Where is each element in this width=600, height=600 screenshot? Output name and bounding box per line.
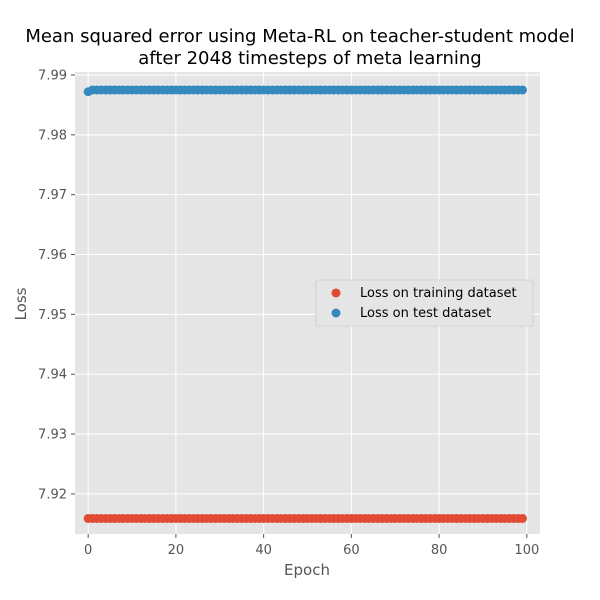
x-tick-label: 80 [431, 543, 448, 558]
y-tick-label: 7.94 [38, 368, 67, 383]
marks [83, 85, 527, 523]
legend-label-test: Loss on test dataset [360, 306, 491, 321]
y-axis-label: Loss [12, 287, 30, 320]
y-tick-label: 7.98 [38, 128, 67, 143]
y-tick-label: 7.93 [38, 428, 67, 443]
chart-title-line-2: after 2048 timesteps of meta learning [138, 48, 481, 69]
series-1 [83, 85, 527, 97]
y-tick-label: 7.95 [38, 308, 67, 323]
y-tick-label: 7.97 [38, 188, 67, 203]
y-tick-label: 7.96 [38, 248, 67, 263]
legend-marker-training [331, 288, 341, 298]
x-tick-label: 40 [255, 543, 272, 558]
x-tick-label: 0 [84, 543, 92, 558]
legend-marker-test [331, 308, 341, 318]
chart-title-line-1: Mean squared error using Meta-RL on teac… [25, 26, 574, 47]
y-tick-label: 7.92 [38, 487, 67, 502]
x-tick-label: 100 [514, 543, 539, 558]
y-tick-label: 7.99 [38, 68, 67, 83]
legend-label-training: Loss on training dataset [360, 286, 517, 301]
x-axis-label: Epoch [284, 561, 330, 579]
x-tick-label: 60 [343, 543, 360, 558]
legend-box [315, 279, 534, 327]
x-tick-label: 20 [168, 543, 185, 558]
legend: Loss on training dataset Loss on test da… [315, 279, 534, 327]
ticks: 0 20 40 60 80 100 7.92 7.93 7.94 7.95 7.96 7.97 7.98… [38, 68, 539, 558]
data-point [517, 85, 527, 95]
data-point [517, 513, 527, 523]
series-0 [83, 513, 527, 523]
